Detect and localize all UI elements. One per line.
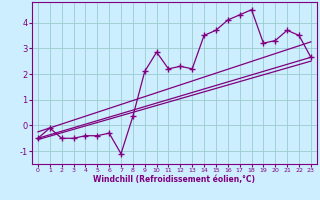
X-axis label: Windchill (Refroidissement éolien,°C): Windchill (Refroidissement éolien,°C) (93, 175, 255, 184)
